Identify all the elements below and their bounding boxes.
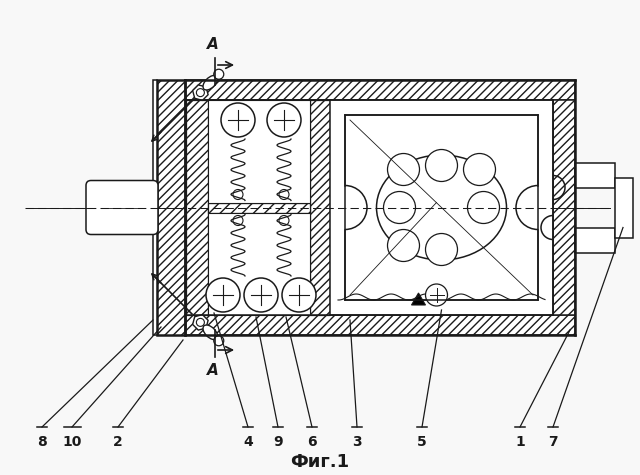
Circle shape [196,89,204,96]
Bar [185,315,575,335]
Circle shape [196,318,204,326]
Bar [553,100,575,315]
Circle shape [279,216,289,226]
Bar [186,100,330,315]
Bar [208,212,310,315]
Ellipse shape [376,155,506,260]
Text: 2: 2 [113,435,123,449]
Bar [345,115,538,300]
Circle shape [426,150,458,181]
Text: А: А [207,363,219,378]
Text: 5: 5 [417,435,427,449]
Circle shape [279,190,289,200]
Circle shape [467,191,499,224]
Polygon shape [193,85,208,100]
Bar [208,202,310,212]
Text: 9: 9 [273,435,283,449]
Text: 8: 8 [37,435,47,449]
Text: 3: 3 [352,435,362,449]
Text: 4: 4 [243,435,253,449]
Circle shape [426,284,447,306]
Circle shape [244,278,278,312]
Circle shape [214,336,224,346]
Circle shape [233,190,243,200]
Circle shape [282,278,316,312]
Circle shape [383,191,415,224]
Circle shape [387,153,419,186]
FancyBboxPatch shape [86,180,158,235]
Circle shape [426,234,458,266]
Bar [575,162,615,188]
Bar [186,100,208,315]
Text: 10: 10 [62,435,82,449]
Bar [157,80,185,335]
Bar [208,100,310,202]
Bar [185,80,575,100]
Circle shape [233,216,243,226]
Bar [153,80,157,335]
Polygon shape [412,293,426,305]
Text: А: А [207,37,219,52]
Circle shape [387,229,419,262]
Text: 7: 7 [548,435,558,449]
Ellipse shape [203,325,218,340]
Text: Фиг.1: Фиг.1 [291,453,349,471]
Bar [615,178,633,238]
Circle shape [267,103,301,137]
Ellipse shape [203,76,218,90]
Bar [310,100,330,315]
Circle shape [463,153,495,186]
Circle shape [221,103,255,137]
Bar [330,100,553,315]
Text: 6: 6 [307,435,317,449]
Bar [575,228,615,253]
Text: 1: 1 [515,435,525,449]
Polygon shape [193,314,208,330]
Circle shape [206,278,240,312]
Circle shape [214,69,224,79]
